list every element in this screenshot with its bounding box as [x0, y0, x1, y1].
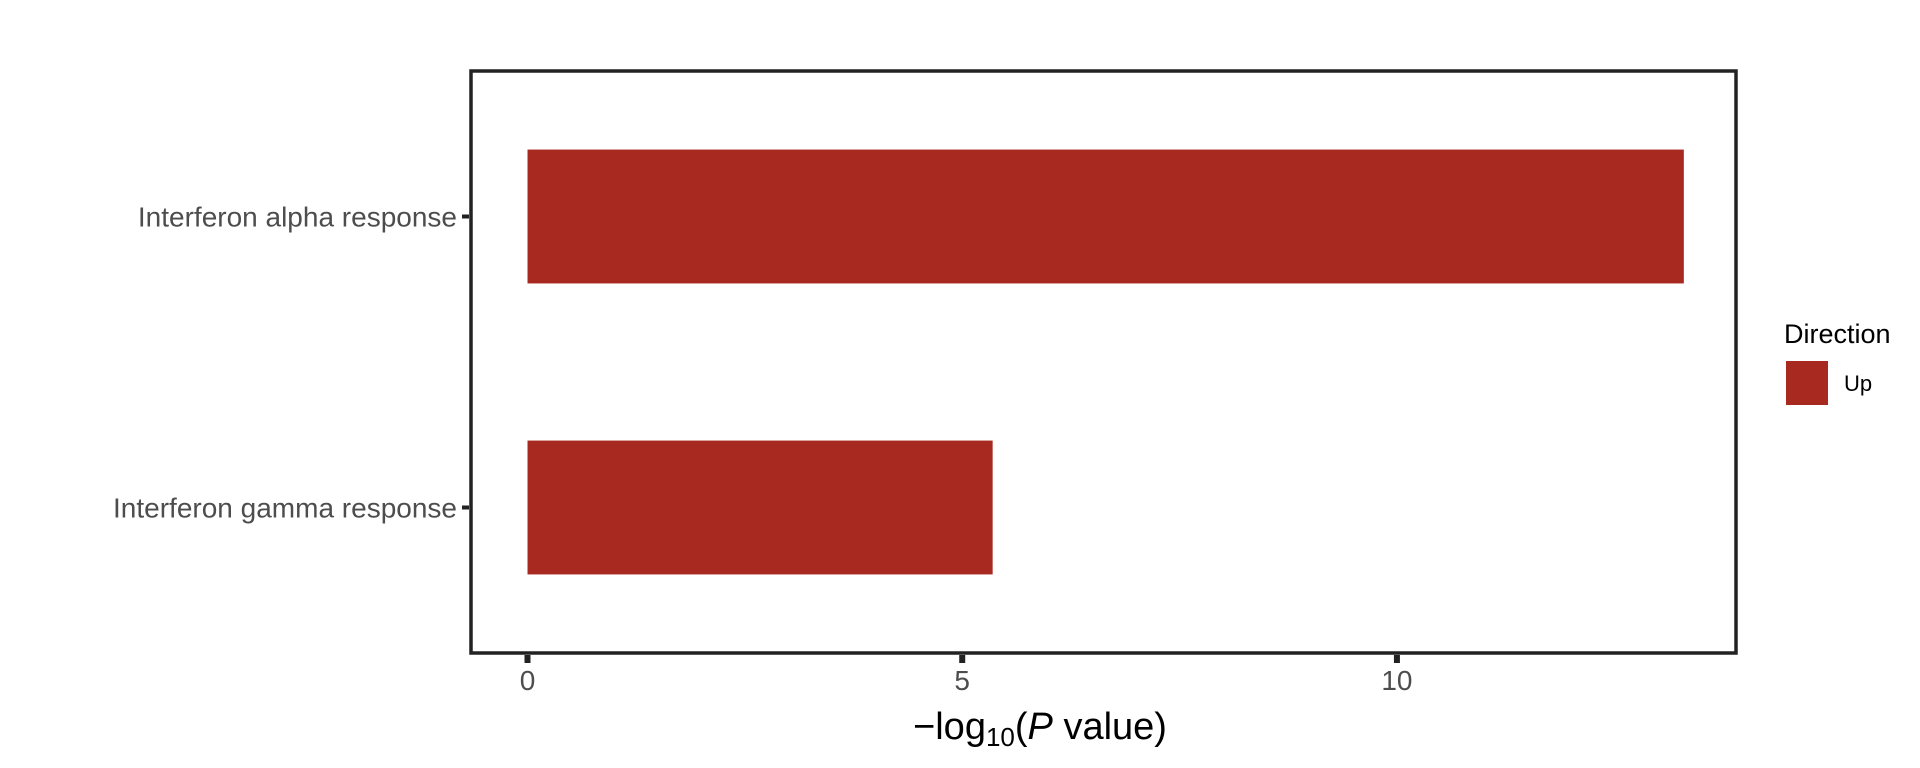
- y-axis: Interferon alpha response Interferon gamm…: [113, 202, 469, 524]
- bar-2: [527, 440, 993, 575]
- plot-panel-border: [469, 69, 1738, 655]
- x-title-rest: value): [1053, 706, 1167, 748]
- x-title-open-paren: (: [1015, 706, 1028, 748]
- y-tick-label: Interferon gamma response: [113, 493, 457, 524]
- x-tick-label: 0: [520, 665, 536, 696]
- bar-1: [527, 149, 1684, 284]
- x-title-prefix: −log: [913, 706, 986, 748]
- legend-title: Direction: [1784, 319, 1891, 349]
- x-title-subscript: 10: [986, 722, 1015, 752]
- x-axis: 0 5 10: [520, 655, 1413, 696]
- x-title-italic-p: P: [1028, 706, 1054, 748]
- bars-group: [527, 149, 1684, 575]
- x-tick-label: 10: [1381, 665, 1412, 696]
- y-tick-label: Interferon alpha response: [138, 202, 457, 233]
- legend-label-up: Up: [1844, 371, 1872, 396]
- legend: Direction Up: [1784, 319, 1891, 405]
- x-axis-title: −log10(P value): [913, 706, 1167, 752]
- legend-entries: Up: [1786, 361, 1872, 405]
- legend-key-up: [1786, 361, 1828, 405]
- x-tick-label: 5: [954, 665, 970, 696]
